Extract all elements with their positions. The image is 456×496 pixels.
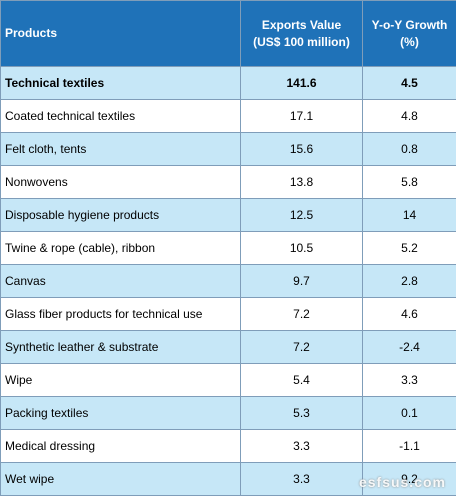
value-cell: 3.3 — [240, 462, 363, 496]
product-cell: Technical textiles — [0, 66, 241, 100]
value-cell: 7.2 — [240, 330, 363, 364]
value-cell: 10.5 — [240, 231, 363, 265]
header-products: Products — [0, 0, 241, 67]
value-cell: 9.7 — [240, 264, 363, 298]
header-exports-value-line1: Exports Value — [261, 17, 342, 32]
product-cell: Twine & rope (cable), ribbon — [0, 231, 241, 265]
table-row-total: Technical textiles 141.6 4.5 — [0, 66, 456, 100]
header-yoy-growth-line2: (%) — [400, 34, 419, 49]
table-row: Glass fiber products for technical use 7… — [0, 297, 456, 331]
table-row: Nonwovens 13.8 5.8 — [0, 165, 456, 199]
growth-cell: 5.8 — [362, 165, 456, 199]
product-cell: Wet wipe — [0, 462, 241, 496]
product-cell: Canvas — [0, 264, 241, 298]
product-cell: Disposable hygiene products — [0, 198, 241, 232]
table-header-row: Products Exports Value (US$ 100 million)… — [0, 0, 456, 67]
growth-cell: 4.5 — [362, 66, 456, 100]
growth-cell: 0.1 — [362, 396, 456, 430]
table-row: Twine & rope (cable), ribbon 10.5 5.2 — [0, 231, 456, 265]
growth-cell: 14 — [362, 198, 456, 232]
table-row: Packing textiles 5.3 0.1 — [0, 396, 456, 430]
growth-cell: -2.4 — [362, 330, 456, 364]
product-cell: Coated technical textiles — [0, 99, 241, 133]
table-row: Disposable hygiene products 12.5 14 — [0, 198, 456, 232]
product-cell: Synthetic leather & substrate — [0, 330, 241, 364]
growth-cell: 4.6 — [362, 297, 456, 331]
growth-cell: -1.1 — [362, 429, 456, 463]
value-cell: 5.4 — [240, 363, 363, 397]
product-cell: Glass fiber products for technical use — [0, 297, 241, 331]
product-cell: Nonwovens — [0, 165, 241, 199]
header-yoy-growth-line1: Y-o-Y Growth — [371, 17, 448, 32]
header-exports-value-line2: (US$ 100 million) — [253, 34, 350, 49]
table-row: Synthetic leather & substrate 7.2 -2.4 — [0, 330, 456, 364]
growth-cell: 3.3 — [362, 363, 456, 397]
value-cell: 13.8 — [240, 165, 363, 199]
product-cell: Felt cloth, tents — [0, 132, 241, 166]
growth-cell: 4.8 — [362, 99, 456, 133]
growth-cell: 9.2 — [362, 462, 456, 496]
growth-cell: 5.2 — [362, 231, 456, 265]
table-row: Canvas 9.7 2.8 — [0, 264, 456, 298]
table-row: Felt cloth, tents 15.6 0.8 — [0, 132, 456, 166]
product-cell: Wipe — [0, 363, 241, 397]
value-cell: 7.2 — [240, 297, 363, 331]
product-cell: Medical dressing — [0, 429, 241, 463]
product-cell: Packing textiles — [0, 396, 241, 430]
growth-cell: 0.8 — [362, 132, 456, 166]
value-cell: 12.5 — [240, 198, 363, 232]
table-row: Wipe 5.4 3.3 — [0, 363, 456, 397]
value-cell: 5.3 — [240, 396, 363, 430]
watermark: esfsus.com — [358, 474, 446, 490]
growth-cell: 2.8 — [362, 264, 456, 298]
header-yoy-growth: Y-o-Y Growth (%) — [362, 0, 456, 67]
header-exports-value: Exports Value (US$ 100 million) — [240, 0, 363, 67]
value-cell: 15.6 — [240, 132, 363, 166]
table-row: Medical dressing 3.3 -1.1 — [0, 429, 456, 463]
table-row: Coated technical textiles 17.1 4.8 — [0, 99, 456, 133]
table-row: Wet wipe 3.3 9.2 — [0, 462, 456, 496]
value-cell: 141.6 — [240, 66, 363, 100]
value-cell: 3.3 — [240, 429, 363, 463]
value-cell: 17.1 — [240, 99, 363, 133]
